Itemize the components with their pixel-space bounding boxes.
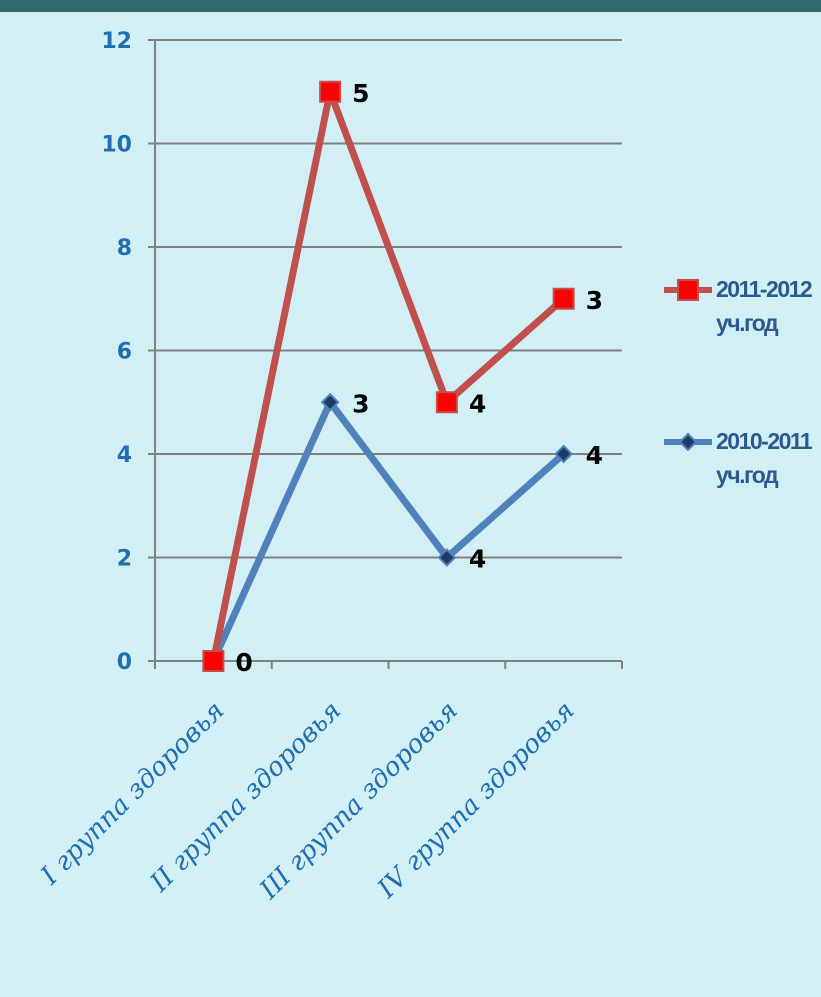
data-label: 4: [469, 545, 486, 574]
y-tick-label: 0: [117, 650, 132, 675]
point: [319, 80, 342, 103]
y-tick-label: 8: [117, 236, 132, 261]
y-tick-label: 6: [117, 340, 132, 365]
point: [678, 432, 698, 452]
legend-label: 2011-2012 уч.год: [716, 276, 813, 336]
top-bar: [0, 0, 821, 12]
point: [320, 392, 340, 412]
point: [202, 650, 225, 672]
x-tick-label: II группа здоровья: [144, 696, 347, 899]
series-line: [210, 398, 566, 663]
data-label: 4: [469, 389, 486, 418]
point: [552, 287, 575, 310]
point: [437, 548, 457, 567]
point: [677, 279, 699, 301]
y-tick-label: 2: [117, 547, 132, 572]
data-label: 5: [352, 79, 369, 108]
y-tick-label: 10: [101, 133, 132, 158]
y-tick-label: 4: [117, 443, 132, 468]
data-label: 4: [586, 441, 603, 470]
y-tick-label: 12: [101, 29, 132, 54]
data-label: 0: [235, 648, 252, 677]
point: [435, 391, 458, 414]
x-tick-label: IV группа здоровья: [372, 696, 581, 905]
x-tick-label: III группа здоровья: [254, 696, 464, 906]
series-line: [209, 88, 566, 662]
legend-label: 2010-2011 уч.год: [716, 428, 813, 488]
data-label: 3: [586, 286, 603, 315]
data-label: 3: [352, 389, 369, 418]
point: [554, 444, 574, 464]
